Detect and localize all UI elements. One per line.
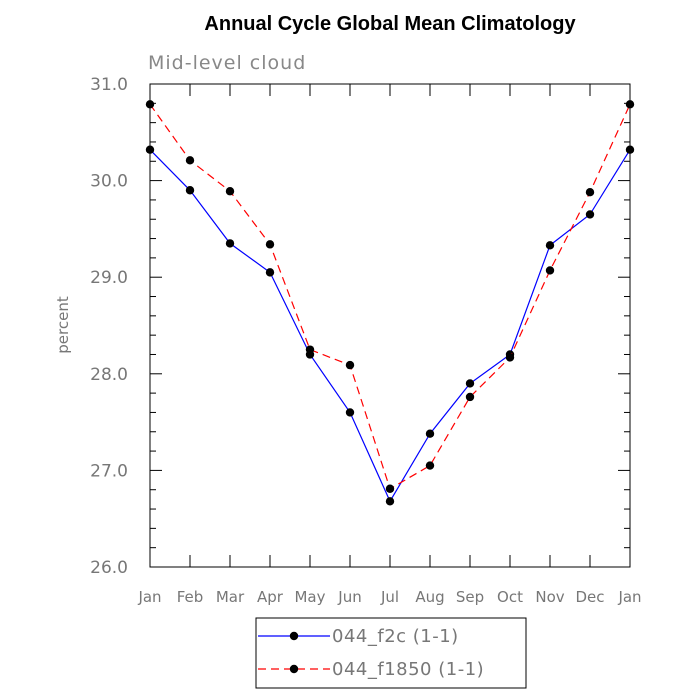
data-point [185,156,195,165]
data-point [385,497,395,506]
y-tick-label: 27.0 [90,461,128,481]
data-point [465,379,475,388]
data-point [225,187,235,196]
x-tick-label: Jul [380,588,399,606]
data-point [585,187,595,197]
x-tick-label: Apr [257,588,284,606]
legend-entry-label: 044_f2c (1-1) [332,626,459,647]
y-tick-label: 31.0 [90,75,128,95]
chart-title: Annual Cycle Global Mean Climatology [204,13,576,35]
data-point [545,266,555,275]
data-point [265,268,275,277]
data-point [465,392,475,402]
x-tick-label: Oct [497,588,523,606]
legend-swatch-marker [289,631,299,641]
x-tick-label: Feb [177,588,204,606]
y-tick-label: 28.0 [90,365,128,385]
data-point [265,240,275,249]
x-tick-label: Mar [216,588,245,606]
data-point [625,145,635,154]
data-point [625,100,635,109]
plot-frame [149,83,631,568]
x-tick-label: Jan [617,588,641,606]
data-point [425,429,435,438]
axes: 26.0 27.0 28.0 29.0 30.0 31.0 Jan Feb Mar Apr May J… [90,75,641,606]
legend: 044_f2c (1-1) 044_f1850 (1-1) [255,617,527,689]
series-line [149,103,631,490]
data-point [305,345,315,354]
data-point [345,360,355,370]
y-tick-label: 29.0 [90,268,128,288]
y-axis-label: percent [54,296,72,354]
data-point [225,239,235,248]
chart-subtitle: Mid-level cloud [148,52,306,74]
x-tick-label: May [294,588,325,606]
data-point [545,241,555,250]
x-tick-label: Nov [535,588,564,606]
series-2 [145,100,635,493]
x-tick-label: Sep [456,588,484,606]
data-point [145,100,155,109]
x-tick-label: Aug [415,588,444,606]
y-tick-label: 26.0 [90,558,128,578]
legend-box [255,617,527,689]
data-point [385,484,395,493]
legend-swatch-marker [289,664,299,674]
data-point [585,210,595,219]
x-tick-label: Dec [575,588,604,606]
y-tick-label: 30.0 [90,172,128,192]
data-point [425,461,435,470]
x-tick-label: Jun [337,588,361,606]
series-1 [145,145,635,506]
legend-entry-label: 044_f1850 (1-1) [332,659,484,680]
data-point [505,353,515,362]
data-point [145,145,155,154]
series-group [145,100,635,506]
data-point [185,186,195,195]
series-line [149,149,631,503]
data-point [345,408,355,417]
x-tick-label: Jan [137,588,161,606]
